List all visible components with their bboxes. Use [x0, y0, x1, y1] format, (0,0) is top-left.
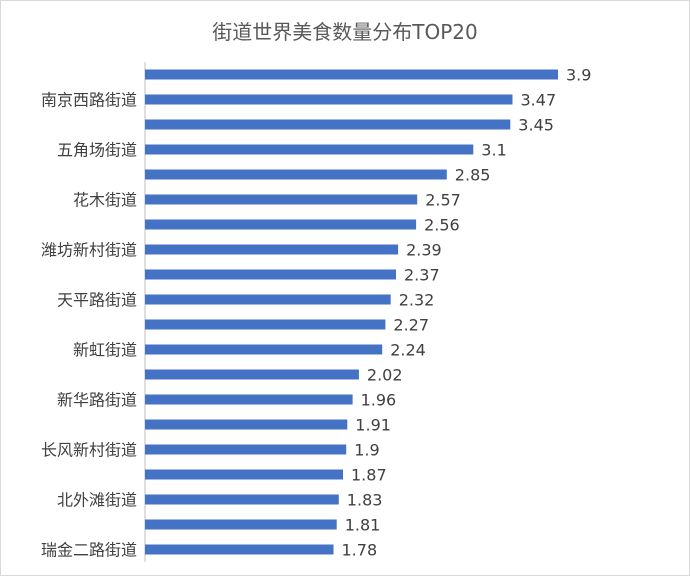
data-label: 2.02 — [367, 366, 403, 385]
data-label: 2.85 — [455, 166, 491, 185]
data-label: 1.83 — [347, 491, 383, 510]
data-label: 1.96 — [361, 391, 397, 410]
data-label: 3.9 — [566, 66, 591, 85]
bar — [145, 269, 396, 280]
category-label: 长风新村街道 — [41, 441, 137, 460]
category-label: 五角场街道 — [57, 141, 137, 160]
bar — [145, 119, 511, 130]
data-label: 3.1 — [481, 141, 506, 160]
data-label: 2.57 — [425, 191, 461, 210]
bar — [145, 419, 348, 430]
bar — [145, 294, 391, 305]
data-label: 3.45 — [518, 116, 554, 135]
data-label: 2.24 — [390, 341, 426, 360]
bar — [145, 69, 558, 80]
data-label: 1.78 — [342, 541, 378, 560]
data-label: 2.39 — [406, 241, 442, 260]
bar — [145, 544, 334, 555]
bar — [145, 144, 474, 155]
category-label: 潍坊新村街道 — [41, 241, 137, 260]
data-label: 1.9 — [354, 441, 379, 460]
bar — [145, 194, 418, 205]
bar — [145, 169, 447, 180]
category-label: 新华路街道 — [57, 391, 137, 410]
bar — [145, 319, 386, 330]
bar — [145, 219, 417, 230]
category-label: 北外滩街道 — [57, 491, 137, 510]
category-label: 新虹街道 — [73, 341, 137, 360]
data-label: 3.47 — [521, 91, 557, 110]
data-label: 1.81 — [345, 516, 381, 535]
bar — [145, 369, 359, 380]
data-label: 2.32 — [399, 291, 435, 310]
data-label: 2.27 — [393, 316, 429, 335]
bar — [145, 344, 383, 355]
bar — [145, 444, 347, 455]
category-label: 天平路街道 — [57, 291, 137, 310]
data-label: 1.87 — [351, 466, 387, 485]
category-label: 瑞金二路街道 — [41, 541, 137, 560]
bar — [145, 244, 399, 255]
bar — [145, 469, 343, 480]
data-label: 2.56 — [424, 216, 460, 235]
category-label: 南京西路街道 — [41, 91, 137, 110]
bar — [145, 394, 353, 405]
bar — [145, 494, 339, 505]
data-label: 1.91 — [355, 416, 391, 435]
data-label: 2.37 — [404, 266, 440, 285]
category-label: 花木街道 — [73, 191, 137, 210]
bar — [145, 519, 337, 530]
chart-title: 街道世界美食数量分布TOP20 — [212, 20, 478, 44]
bar — [145, 94, 513, 105]
